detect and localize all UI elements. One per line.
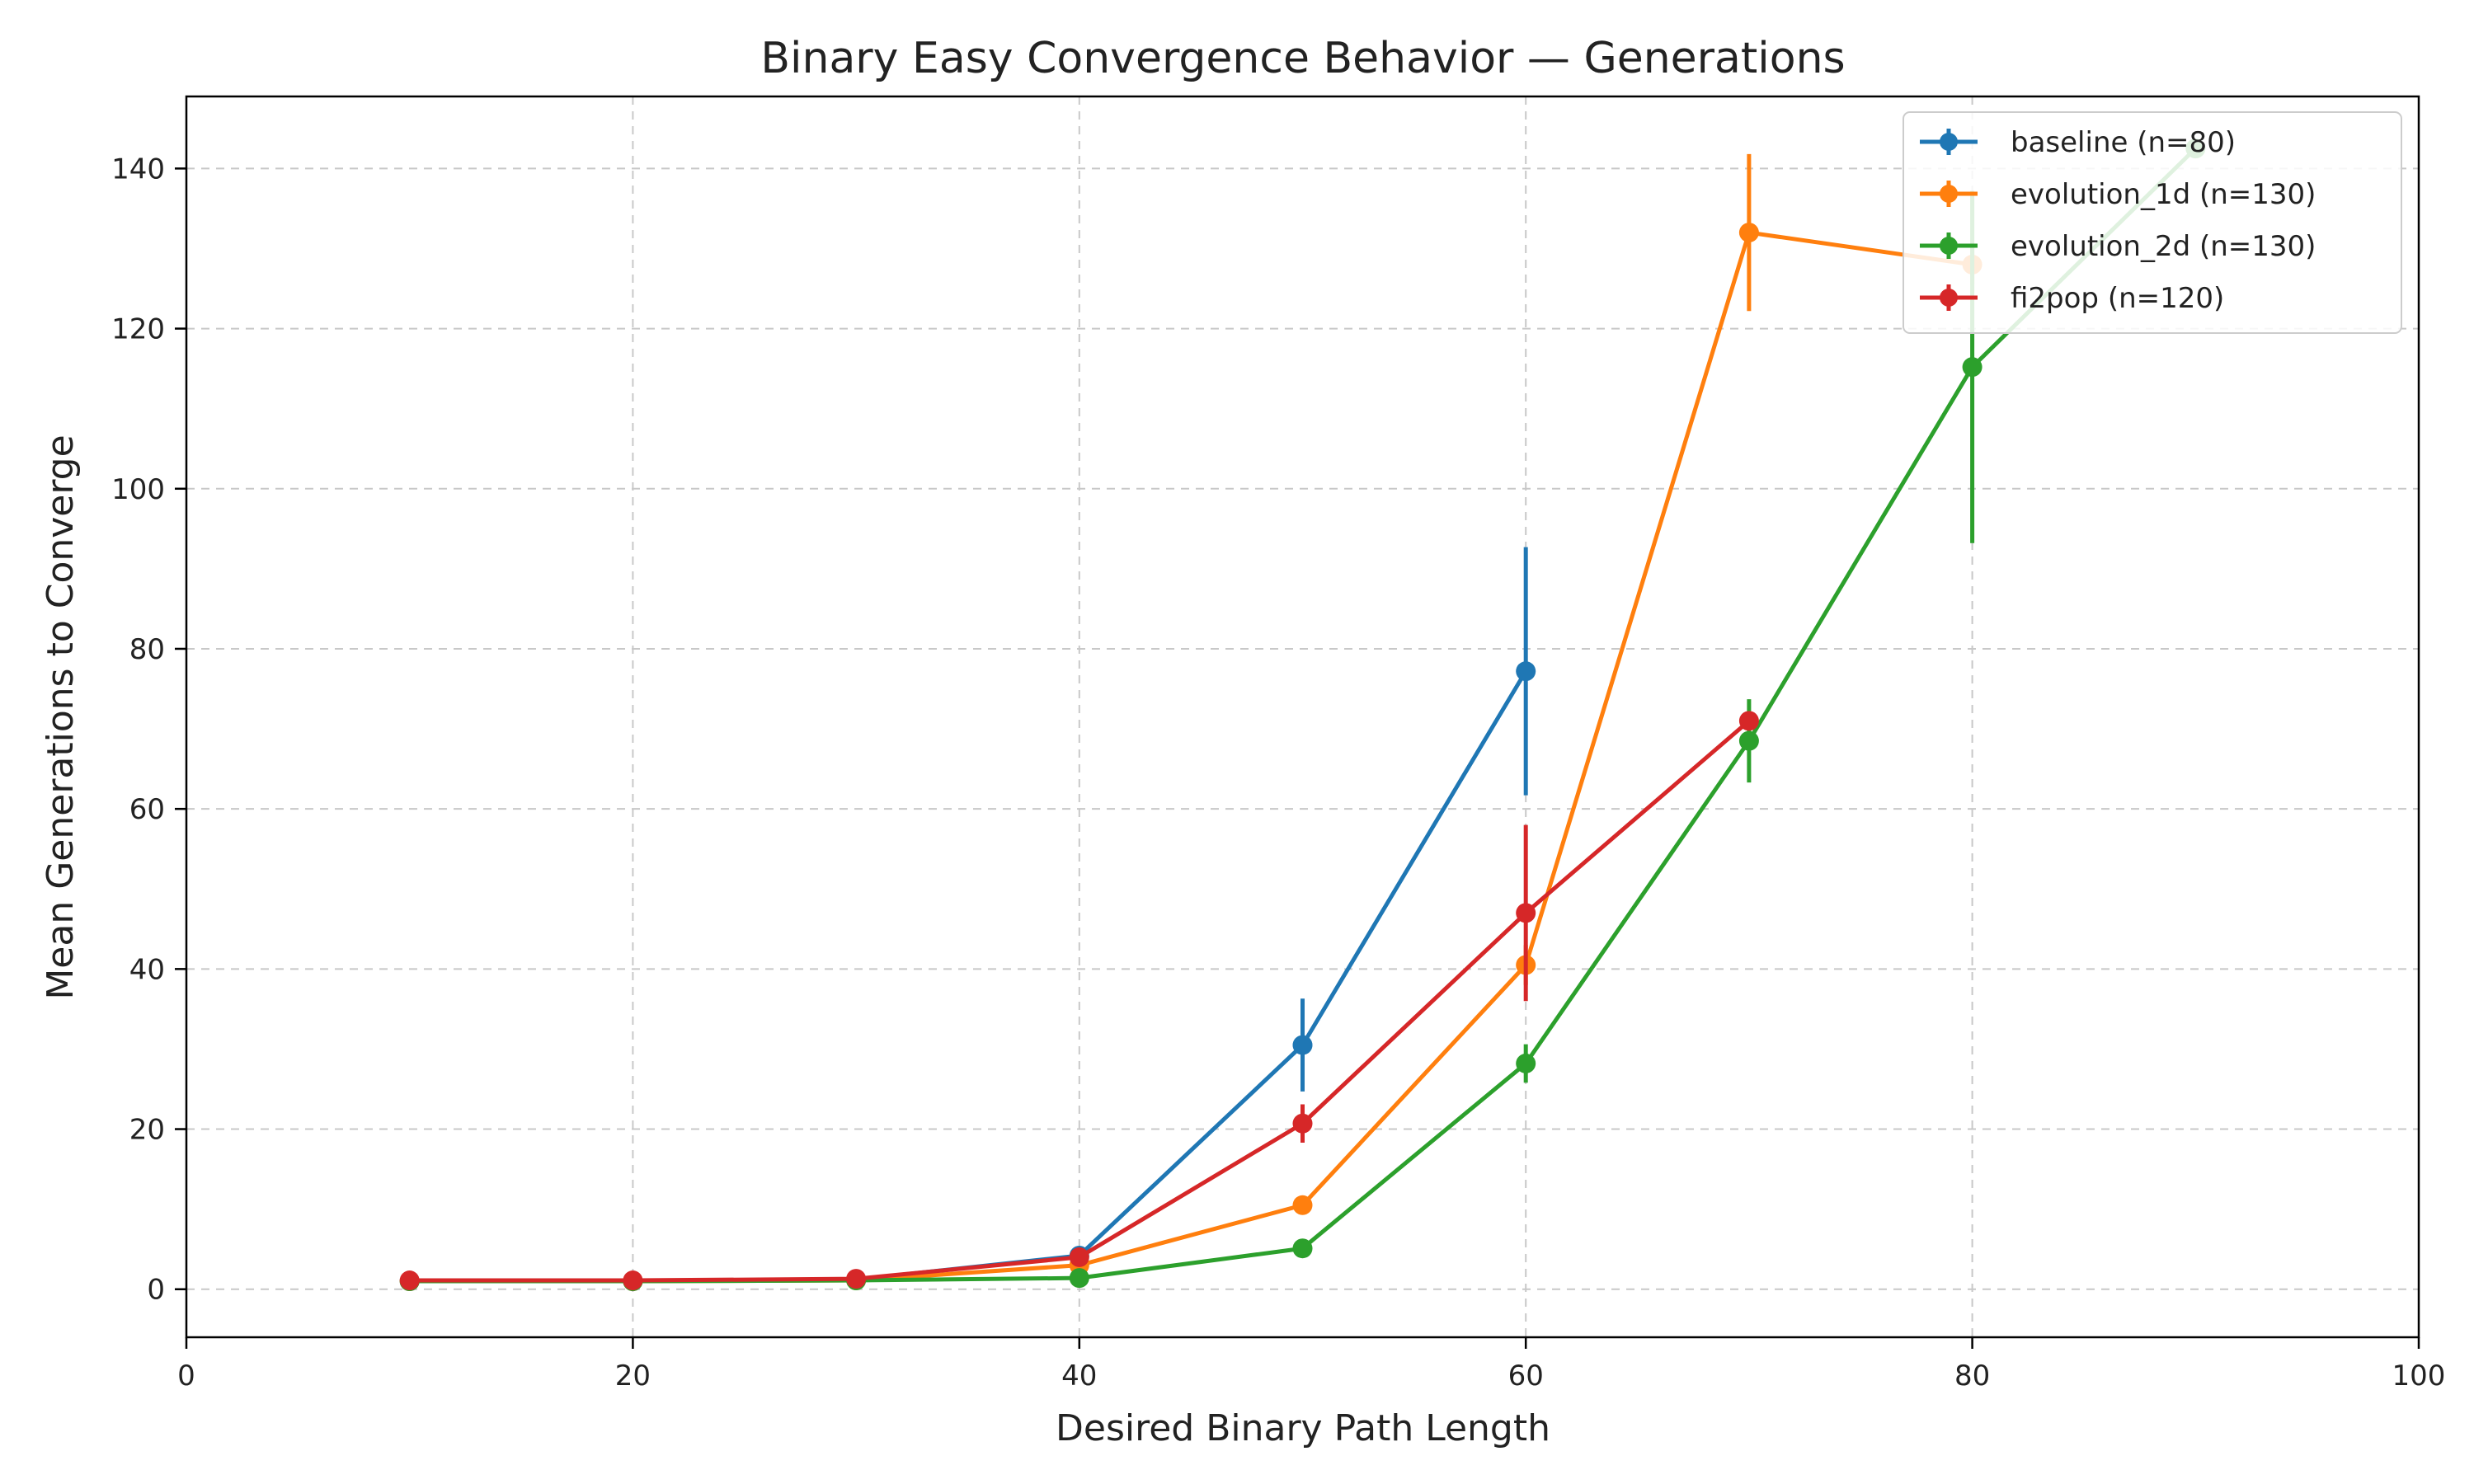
data-point (1292, 1238, 1313, 1259)
data-point (1292, 1195, 1313, 1215)
legend-label: evolution_1d (n=130) (2011, 178, 2316, 211)
x-tick-label: 80 (1954, 1360, 1990, 1392)
data-point (1962, 357, 1982, 378)
legend-label: evolution_2d (n=130) (2011, 230, 2316, 263)
data-point (623, 1270, 643, 1291)
y-tick-label: 100 (111, 473, 165, 506)
y-axis-label: Mean Generations to Converge (40, 434, 82, 999)
y-tick-label: 120 (111, 313, 165, 346)
y-tick-label: 20 (129, 1114, 165, 1147)
legend-box (1903, 111, 2402, 334)
x-tick-label: 20 (615, 1360, 651, 1392)
data-point (846, 1269, 867, 1289)
y-tick-label: 40 (129, 953, 165, 986)
data-point (1516, 1053, 1536, 1073)
legend-item: evolution_1d (n=130) (1920, 178, 2316, 211)
x-tick-label: 40 (1061, 1360, 1097, 1392)
x-tick-label: 60 (1508, 1360, 1544, 1392)
y-tick-label: 60 (129, 793, 165, 826)
legend-item: baseline (n=80) (1920, 126, 2236, 159)
x-axis-label: Desired Binary Path Length (1056, 1407, 1550, 1449)
data-point (1516, 903, 1536, 923)
data-point (399, 1270, 420, 1291)
chart-title: Binary Easy Convergence Behavior — Gener… (760, 34, 1845, 83)
data-point (1738, 223, 1759, 243)
x-tick-label: 0 (177, 1360, 195, 1392)
y-tick-label: 140 (111, 153, 165, 186)
y-tick-label: 0 (147, 1274, 165, 1307)
legend-item: fi2pop (n=120) (1920, 282, 2224, 315)
data-point (1738, 730, 1759, 751)
data-point (1516, 661, 1536, 682)
x-tick-label: 100 (2392, 1360, 2446, 1392)
series-3 (399, 711, 1759, 1291)
data-point (1069, 1268, 1089, 1289)
ticks: 0 20 40 60 80 100 0 20 40 60 80 100 120 140 (111, 153, 2445, 1392)
y-tick-label: 80 (129, 633, 165, 666)
legend-swatch-marker (1940, 133, 1958, 151)
legend-item: evolution_2d (n=130) (1920, 230, 2316, 263)
legend-swatch-marker (1940, 289, 1958, 307)
data-point (1292, 1113, 1313, 1134)
plot-frame (185, 95, 2420, 1339)
data-point (1292, 1035, 1313, 1055)
legend: baseline (n=80) evolution_1d (n=130) evolu… (1903, 111, 2402, 334)
data-point (1738, 711, 1759, 731)
data-point (1069, 1247, 1089, 1267)
legend-label: baseline (n=80) (2011, 126, 2236, 159)
legend-swatch-marker (1940, 237, 1958, 255)
legend-swatch-marker (1940, 185, 1958, 203)
legend-label: fi2pop (n=120) (2011, 282, 2224, 315)
